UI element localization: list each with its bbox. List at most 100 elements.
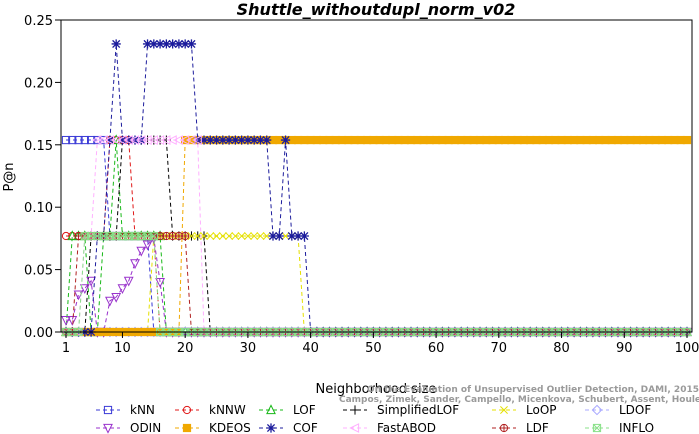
point-loop [206, 232, 215, 240]
x-tick-label: 20 [177, 341, 194, 356]
legend-marker [500, 406, 508, 414]
point-cof [117, 135, 128, 145]
legend-item-cof: COF [259, 421, 318, 434]
point-fastabod [97, 135, 108, 145]
point-fastabod [91, 135, 102, 145]
point-loop [281, 232, 290, 240]
point-loop [187, 232, 196, 240]
point-fastabod [129, 135, 140, 145]
plot-frame [60, 19, 693, 333]
point-loop [200, 232, 208, 240]
legend-marker [591, 404, 603, 416]
x-tick-label: 90 [616, 341, 633, 356]
point-inflo [143, 231, 152, 241]
legend-item-odin: ODIN [96, 421, 161, 434]
x-tick-label: 50 [365, 341, 382, 356]
point-cof [174, 39, 184, 49]
legend-item-knn: kNN [96, 403, 155, 417]
y-axis-label: P@n [2, 162, 17, 191]
legend-marker [592, 423, 602, 433]
point-cof [180, 39, 190, 49]
legend-item-inflo: INFLO [585, 421, 654, 434]
x-tick-label: 1 [62, 341, 70, 356]
point-inflo [118, 231, 127, 241]
legend-marker [593, 424, 601, 432]
x-tick-label: 70 [491, 341, 508, 356]
point-cof [218, 135, 228, 145]
point-odin [104, 296, 115, 307]
legend-marker [103, 405, 113, 415]
point-odin [136, 246, 147, 257]
x-tick-label: 100 [675, 341, 699, 356]
point-cof [211, 135, 222, 145]
legend-label: SimplifiedLOF [377, 403, 459, 417]
point-inflo [130, 231, 140, 241]
point-cof [237, 135, 247, 145]
point-fastabod [148, 135, 158, 145]
series-odin [61, 234, 692, 338]
legend-label: kNNW [209, 403, 246, 417]
point-fastabod [154, 135, 165, 145]
point-cof [299, 231, 309, 241]
legend-label: kNN [130, 403, 155, 417]
point-odin [111, 292, 122, 303]
y-tick-label: 0.20 [24, 76, 53, 91]
point-fastabod [166, 135, 177, 145]
point-odin [61, 316, 71, 326]
point-cof [155, 39, 165, 49]
legend-marker [350, 405, 360, 415]
point-fastabod [173, 135, 184, 145]
point-inflo [99, 231, 108, 241]
point-cof [224, 135, 234, 145]
y-tick-label: 0.10 [24, 201, 53, 216]
point-cof [243, 135, 253, 145]
point-loop [193, 232, 202, 240]
point-fastabod [160, 135, 171, 145]
watermark-line-1: On the Evaluation of Unsupervised Outlie… [367, 385, 699, 395]
series-line-cof [66, 43, 687, 333]
x-axis: 1 10 20 30 40 50 60 70 80 90 100 [62, 332, 699, 356]
point-odin [130, 259, 140, 270]
point-cof [168, 39, 178, 49]
legend-item-ldof: LDOF [585, 403, 651, 417]
point-cof [268, 231, 278, 241]
legend-marker [266, 404, 276, 415]
legend-label: KDEOS [209, 421, 251, 434]
legend-marker [349, 423, 360, 433]
point-kdeos [682, 135, 692, 145]
point-cof [124, 135, 134, 145]
point-cof [205, 135, 215, 145]
point-fastabod [116, 135, 127, 145]
legend-label: ODIN [130, 421, 161, 434]
point-cof [274, 231, 284, 241]
point-knn [68, 135, 77, 145]
point-cof [255, 135, 266, 145]
legend-label: FastABOD [377, 421, 436, 434]
y-tick-label: 0.05 [24, 264, 53, 279]
point-inflo [124, 231, 133, 241]
point-loop [225, 232, 234, 240]
point-loop [218, 232, 227, 240]
point-fastabod [192, 135, 202, 145]
legend-item-simplifiedlof: SimplifiedLOF [343, 403, 459, 417]
point-loop [262, 232, 271, 240]
point-knn [80, 135, 89, 145]
legend-item-kdeos: KDEOS [175, 421, 251, 434]
point-knn [74, 135, 83, 145]
point-knn [86, 135, 96, 145]
legend-label: COF [293, 421, 318, 434]
legend-label: LDOF [619, 403, 651, 417]
point-fastabod [135, 135, 146, 145]
point-odin [79, 284, 90, 295]
point-cof [111, 39, 121, 49]
legend-marker [266, 423, 276, 433]
point-inflo [149, 231, 158, 241]
legend-label: LoOP [526, 403, 557, 417]
series-line-odin [66, 237, 687, 333]
point-cof [199, 135, 209, 145]
point-fastabod [104, 135, 115, 145]
point-loop [243, 232, 252, 240]
y-axis: 0.00 0.05 0.10 0.15 0.20 0.25 [24, 14, 61, 341]
legend-label: INFLO [619, 421, 654, 434]
legend-marker [499, 423, 509, 433]
